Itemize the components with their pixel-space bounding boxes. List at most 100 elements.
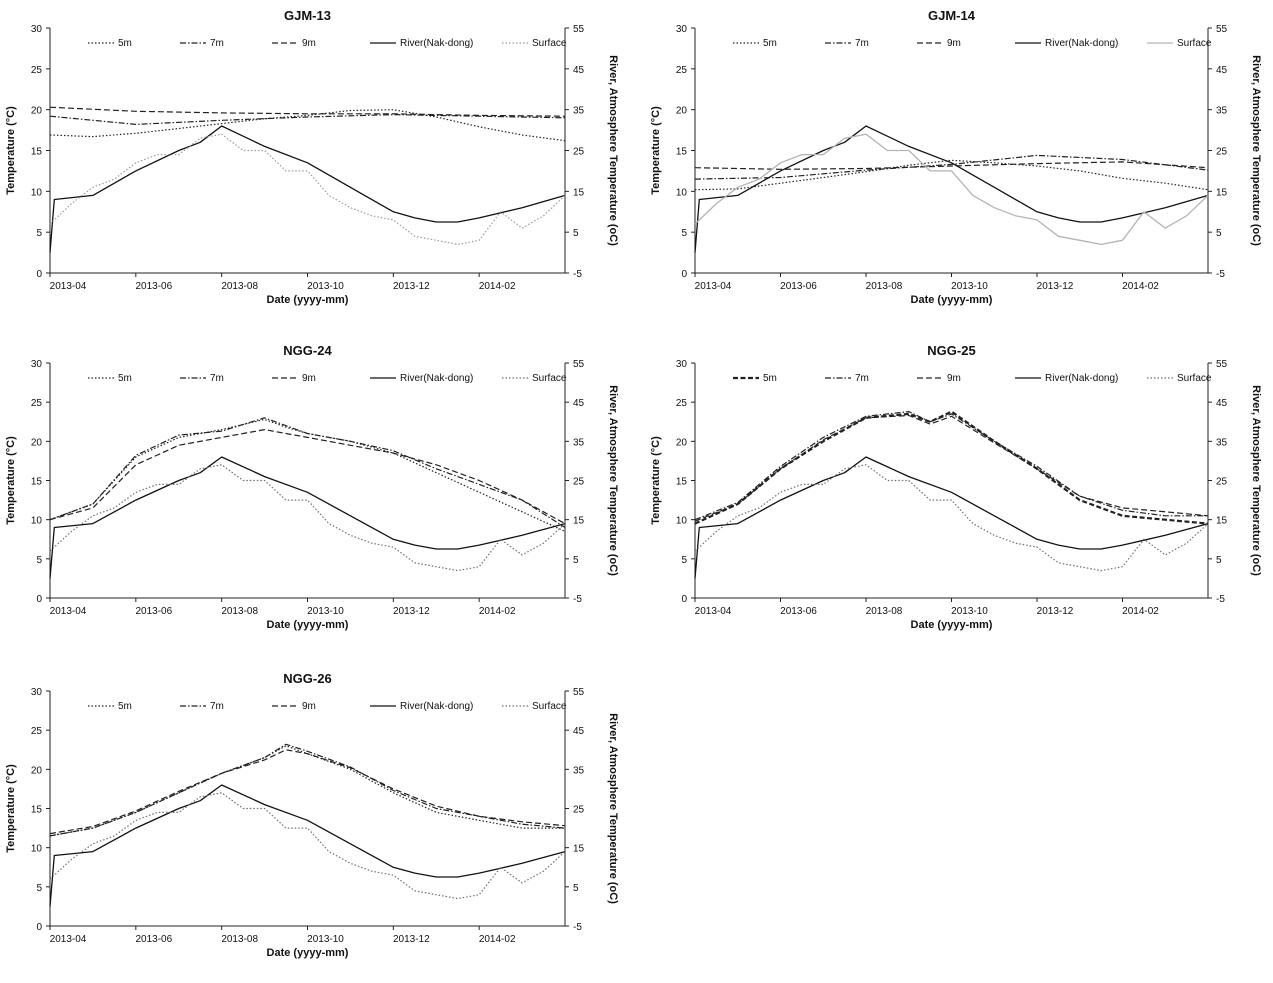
y-left-tick-label: 0 bbox=[36, 269, 42, 280]
y-right-tick-label: 35 bbox=[1216, 106, 1228, 117]
y-right-tick-label: 55 bbox=[1216, 359, 1228, 370]
legend-label-7m: 7m bbox=[210, 701, 224, 712]
y-left-tick-label: 5 bbox=[681, 228, 687, 239]
series-line-surface bbox=[49, 133, 566, 245]
y-left-tick-label: 10 bbox=[676, 187, 688, 198]
y-right-tick-label: 45 bbox=[573, 65, 585, 76]
chart-svg: GJM-14 0 5 10 15 20 25 30 -5 5 15 25 35 45 55 2013-04 20… bbox=[650, 8, 1262, 306]
x-tick-label: 2013-10 bbox=[307, 606, 344, 617]
y-left-tick-label: 25 bbox=[676, 65, 688, 76]
x-tick-label: 2013-04 bbox=[50, 281, 87, 292]
legend-label-7m: 7m bbox=[210, 38, 224, 49]
chart-title: GJM-14 bbox=[928, 8, 976, 23]
y-right-tick-label: 35 bbox=[573, 437, 585, 448]
series-line-surface bbox=[694, 133, 1209, 246]
y-left-tick-label: 30 bbox=[31, 24, 43, 35]
x-tick-label: 2013-12 bbox=[1037, 281, 1074, 292]
legend-label-river-nak-dong: River(Nak-dong) bbox=[400, 373, 473, 384]
y-left-tick-label: 15 bbox=[676, 477, 688, 488]
legend-label-5m: 5m bbox=[118, 701, 132, 712]
x-tick-label: 2014-02 bbox=[479, 606, 516, 617]
y-left-tick-label: 30 bbox=[31, 359, 43, 370]
y-right-tick-label: 15 bbox=[573, 844, 585, 855]
series-line-7m bbox=[49, 743, 566, 837]
x-tick-label: 2013-06 bbox=[780, 281, 817, 292]
x-tick-label: 2013-04 bbox=[695, 281, 732, 292]
x-tick-label: 2013-12 bbox=[393, 606, 430, 617]
y-left-tick-label: 5 bbox=[681, 555, 687, 566]
series-line-river-nak-dong bbox=[49, 456, 566, 579]
y-right-tick-label: 45 bbox=[573, 398, 585, 409]
y-left-tick-label: 20 bbox=[31, 106, 43, 117]
legend-label-surface: Surface bbox=[1177, 373, 1212, 384]
chart-svg: NGG-25 0 5 10 15 20 25 30 -5 5 15 25 35 45 55 2013-04 20… bbox=[650, 343, 1262, 631]
y-left-tick-label: 20 bbox=[676, 437, 688, 448]
x-tick-label: 2013-12 bbox=[393, 934, 430, 945]
chart-svg: NGG-26 0 5 10 15 20 25 30 -5 5 15 25 35 45 55 2013-04 20… bbox=[5, 671, 619, 959]
series-line-9m bbox=[694, 161, 1209, 170]
axis-frame bbox=[694, 363, 1209, 599]
legend-label-river-nak-dong: River(Nak-dong) bbox=[1045, 373, 1118, 384]
x-tick-label: 2013-10 bbox=[307, 934, 344, 945]
y-right-tick-label: 25 bbox=[1216, 477, 1228, 488]
x-axis-label: Date (yyyy-mm) bbox=[911, 619, 993, 631]
series-line-9m bbox=[49, 428, 566, 525]
x-tick-label: 2013-06 bbox=[135, 606, 172, 617]
y-right-tick-label: 25 bbox=[573, 805, 585, 816]
x-tick-label: 2013-06 bbox=[135, 281, 172, 292]
x-tick-label: 2013-04 bbox=[695, 606, 732, 617]
series-line-surface bbox=[694, 464, 1209, 572]
y-left-tick-label: 30 bbox=[676, 24, 688, 35]
x-tick-label: 2013-08 bbox=[221, 606, 258, 617]
x-tick-label: 2014-02 bbox=[1122, 281, 1159, 292]
legend-label-7m: 7m bbox=[855, 38, 869, 49]
series-line-5m bbox=[694, 159, 1209, 191]
series-line-5m bbox=[49, 418, 566, 532]
x-tick-label: 2013-10 bbox=[951, 606, 988, 617]
y-left-tick-label: 5 bbox=[36, 555, 42, 566]
series-line-surface bbox=[49, 464, 566, 572]
y-left-tick-label: 10 bbox=[31, 844, 43, 855]
legend-label-5m: 5m bbox=[118, 38, 132, 49]
y-right-tick-label: -5 bbox=[573, 594, 582, 605]
y-right-tick-label: 5 bbox=[573, 883, 579, 894]
y-right-tick-label: 25 bbox=[1216, 147, 1228, 158]
x-axis-label: Date (yyyy-mm) bbox=[267, 294, 349, 306]
y-left-tick-label: 20 bbox=[31, 765, 43, 776]
y-left-tick-label: 25 bbox=[31, 65, 43, 76]
legend-label-9m: 9m bbox=[302, 373, 316, 384]
series-line-river-nak-dong bbox=[694, 125, 1209, 253]
series-line-9m bbox=[49, 106, 566, 117]
chart-title: NGG-26 bbox=[283, 671, 331, 686]
y-right-tick-label: 55 bbox=[573, 359, 585, 370]
y-right-axis-label: River, Atmosphere Temperature (oC) bbox=[607, 55, 619, 246]
legend-label-surface: Surface bbox=[532, 373, 567, 384]
series-line-river-nak-dong bbox=[49, 125, 566, 253]
series-line-5m bbox=[49, 745, 565, 837]
y-right-tick-label: 5 bbox=[1216, 555, 1222, 566]
x-axis-label: Date (yyyy-mm) bbox=[267, 619, 349, 631]
legend-label-5m: 5m bbox=[763, 373, 777, 384]
chart-title: GJM-13 bbox=[284, 8, 331, 23]
y-right-tick-label: 35 bbox=[573, 765, 585, 776]
series-line-river-nak-dong bbox=[49, 784, 566, 907]
y-left-tick-label: 25 bbox=[31, 398, 43, 409]
y-right-tick-label: -5 bbox=[573, 922, 582, 933]
axis-frame bbox=[49, 691, 566, 927]
y-right-axis-label: River, Atmosphere Temperature (oC) bbox=[1250, 55, 1262, 246]
x-tick-label: 2013-08 bbox=[221, 934, 258, 945]
x-tick-label: 2013-06 bbox=[135, 934, 172, 945]
y-left-tick-label: 25 bbox=[676, 398, 688, 409]
chart-panel-gjm-14: GJM-14 0 5 10 15 20 25 30 -5 5 15 25 35 45 55 2013-04 20… bbox=[645, 0, 1273, 325]
y-left-tick-label: 15 bbox=[31, 805, 43, 816]
series-line-surface bbox=[49, 792, 566, 900]
y-right-axis-label: River, Atmosphere Temperature (oC) bbox=[607, 713, 619, 904]
y-right-tick-label: 25 bbox=[573, 477, 585, 488]
y-left-tick-label: 15 bbox=[676, 147, 688, 158]
y-left-tick-label: 5 bbox=[36, 228, 42, 239]
x-tick-label: 2013-08 bbox=[866, 281, 903, 292]
x-tick-label: 2013-12 bbox=[1037, 606, 1074, 617]
x-tick-label: 2013-08 bbox=[221, 281, 258, 292]
series-line-7m bbox=[694, 154, 1209, 180]
y-left-tick-label: 10 bbox=[31, 516, 43, 527]
